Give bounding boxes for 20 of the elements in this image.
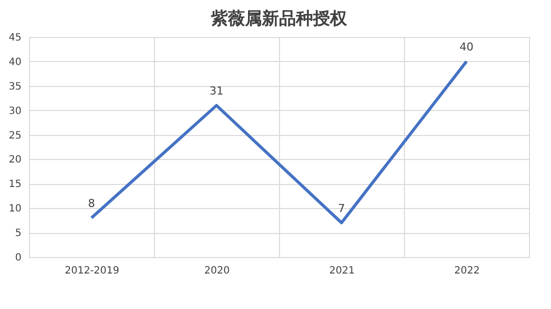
- line-series: [90, 60, 468, 224]
- y-tick-label: 45: [8, 32, 22, 44]
- data-label: 7: [338, 202, 345, 215]
- data-label: 31: [210, 84, 224, 98]
- y-tick-label: 40: [8, 56, 22, 68]
- x-tick-label: 2012-2019: [64, 266, 120, 276]
- chart-title: 紫薇属新品种授权: [210, 9, 348, 29]
- y-tick-label: 15: [8, 179, 22, 190]
- x-tick-label: 2020: [204, 266, 230, 276]
- data-label: 8: [88, 196, 95, 210]
- x-tick-label: 2022: [454, 266, 480, 276]
- y-tick-label: 0: [15, 252, 22, 264]
- x-tick-label: 2021: [329, 266, 355, 276]
- y-tick-label: 5: [15, 228, 22, 240]
- data-label: 40: [460, 40, 474, 54]
- y-tick-label: 25: [8, 130, 22, 142]
- y-tick-label: 20: [8, 154, 22, 166]
- y-tick-label: 10: [8, 204, 22, 215]
- y-tick-label: 30: [8, 106, 22, 117]
- y-tick-label: 35: [8, 81, 22, 92]
